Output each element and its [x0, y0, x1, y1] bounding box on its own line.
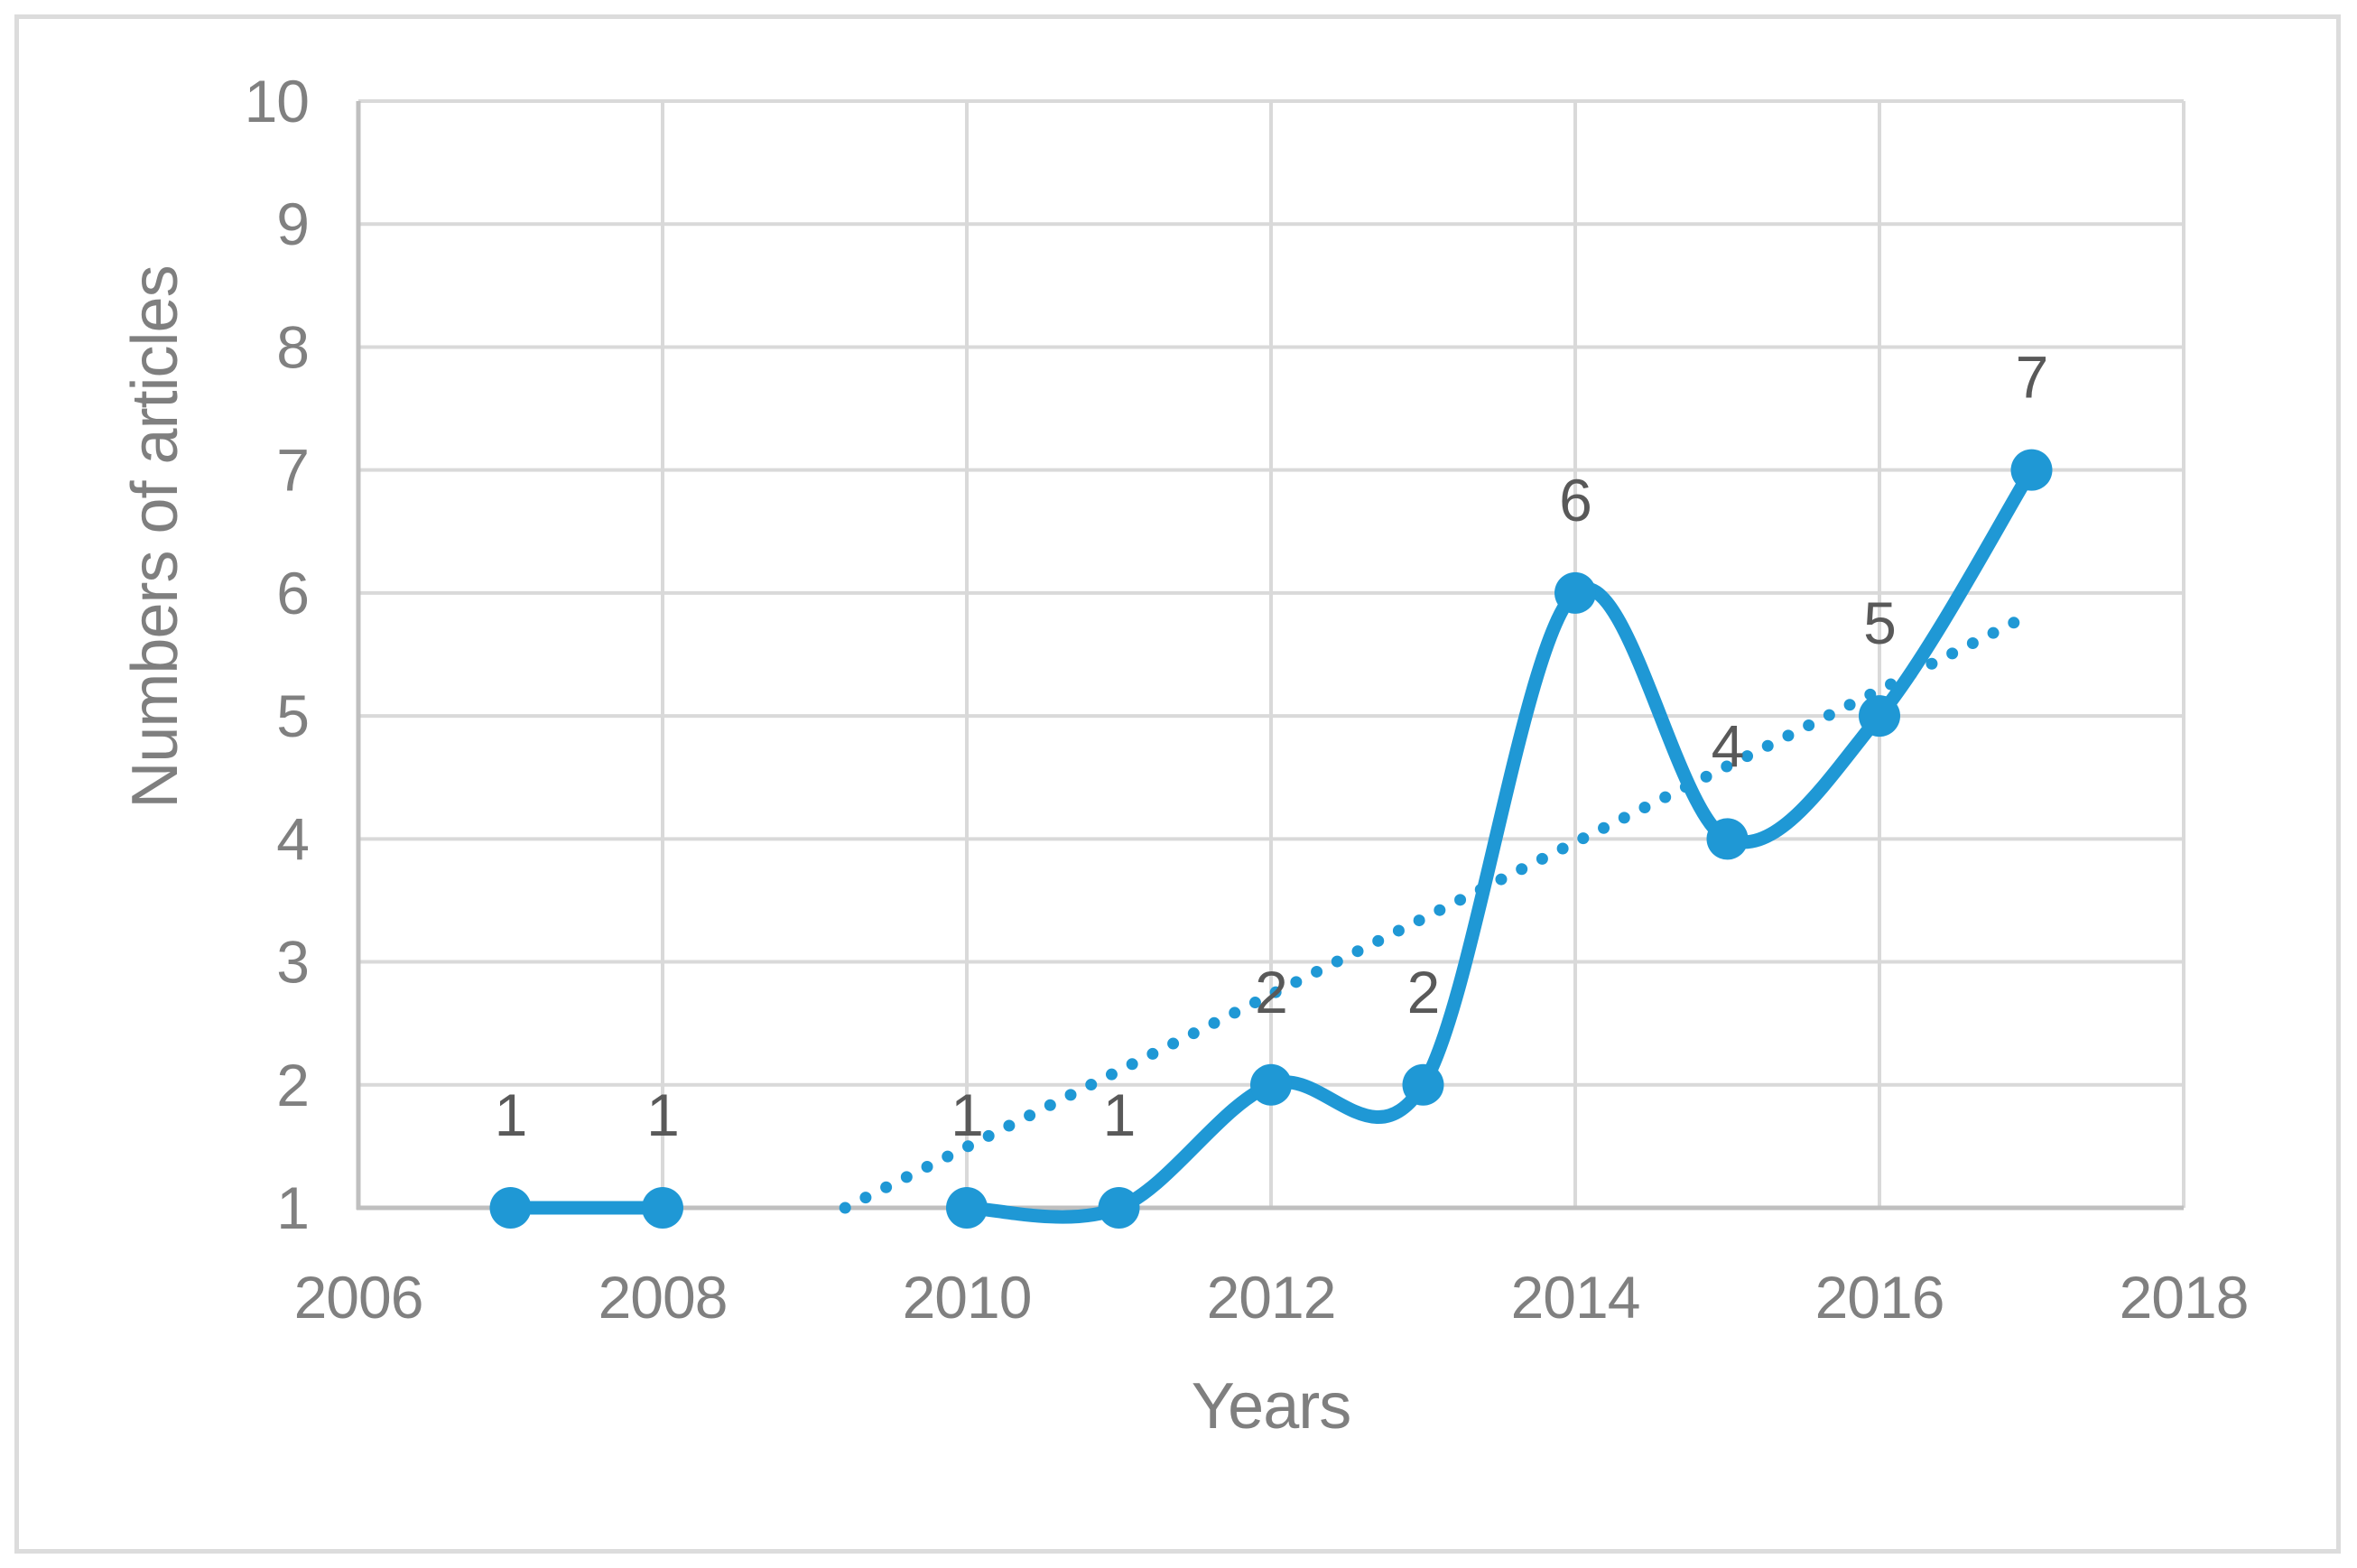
- y-tick-label: 5: [276, 682, 309, 749]
- y-tick-label: 9: [276, 190, 309, 257]
- x-tick-label: 2016: [1815, 1264, 1944, 1331]
- x-tick-label: 2010: [903, 1264, 1032, 1331]
- y-tick-label: 3: [276, 929, 309, 996]
- y-tick-label: 4: [276, 805, 309, 872]
- data-point-marker: [1554, 571, 1596, 614]
- data-point-marker: [1706, 818, 1749, 860]
- data-point-marker: [946, 1187, 988, 1229]
- x-tick-label: 2012: [1207, 1264, 1336, 1331]
- data-label: 1: [646, 1081, 679, 1148]
- series-line: [960, 463, 2038, 1224]
- y-tick-label: 1: [276, 1174, 309, 1241]
- y-tick-label: 6: [276, 560, 309, 626]
- y-axis-title: Numbers of articles: [119, 265, 191, 809]
- x-axis-title: Years: [1191, 1370, 1351, 1443]
- data-label: 4: [1712, 712, 1744, 779]
- data-label: 2: [1407, 959, 1440, 1025]
- data-label: 1: [1103, 1081, 1136, 1148]
- y-tick-label: 2: [276, 1052, 309, 1118]
- data-point-marker: [1859, 695, 1900, 738]
- data-point-marker: [642, 1187, 683, 1229]
- data-label: 2: [1255, 959, 1287, 1025]
- x-tick-label: 2018: [2120, 1264, 2249, 1331]
- x-tick-label: 2014: [1511, 1264, 1640, 1331]
- data-point-marker: [1250, 1063, 1292, 1106]
- data-point-marker: [2010, 449, 2053, 491]
- y-tick-label: 10: [245, 68, 309, 135]
- data-label: 6: [1559, 467, 1591, 533]
- y-tick-label: 7: [276, 437, 309, 504]
- x-tick-label: 2006: [294, 1264, 423, 1331]
- x-tick-label: 2008: [599, 1264, 728, 1331]
- data-point-marker: [489, 1187, 532, 1229]
- data-label: 7: [2016, 344, 2048, 411]
- data-label: 1: [495, 1081, 527, 1148]
- data-point-marker: [1402, 1063, 1444, 1106]
- data-point-marker: [1098, 1187, 1140, 1229]
- y-tick-label: 8: [276, 313, 309, 380]
- data-label: 5: [1863, 589, 1896, 656]
- data-label: 1: [951, 1081, 983, 1148]
- trendline-dotted: [839, 611, 2030, 1214]
